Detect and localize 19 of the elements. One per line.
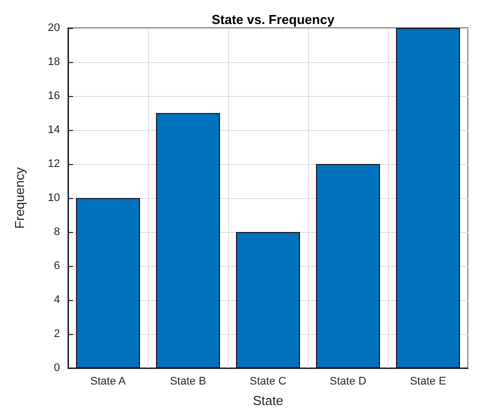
- x-tick-label: State E: [410, 376, 446, 388]
- chart-title: State vs. Frequency: [212, 12, 336, 27]
- x-tick-label: State A: [90, 376, 126, 388]
- y-tick-label: 20: [48, 22, 60, 34]
- y-tick-label: 4: [54, 294, 60, 306]
- x-tick-label: State C: [250, 376, 286, 388]
- y-tick-label: 18: [48, 56, 60, 68]
- y-tick-label: 12: [48, 158, 60, 170]
- y-tick-label: 2: [54, 328, 60, 340]
- y-axis-title: Frequency: [12, 166, 27, 229]
- y-tick-label: 14: [48, 124, 60, 136]
- y-tick-label: 10: [48, 192, 60, 204]
- y-tick-label: 8: [54, 226, 60, 238]
- x-tick-label: State D: [330, 376, 366, 388]
- x-axis-title: State: [252, 393, 284, 408]
- y-tick-label: 16: [48, 90, 60, 102]
- x-tick-label: State B: [170, 376, 206, 388]
- y-tick-label: 6: [54, 260, 60, 272]
- y-tick-label: 0: [54, 362, 60, 374]
